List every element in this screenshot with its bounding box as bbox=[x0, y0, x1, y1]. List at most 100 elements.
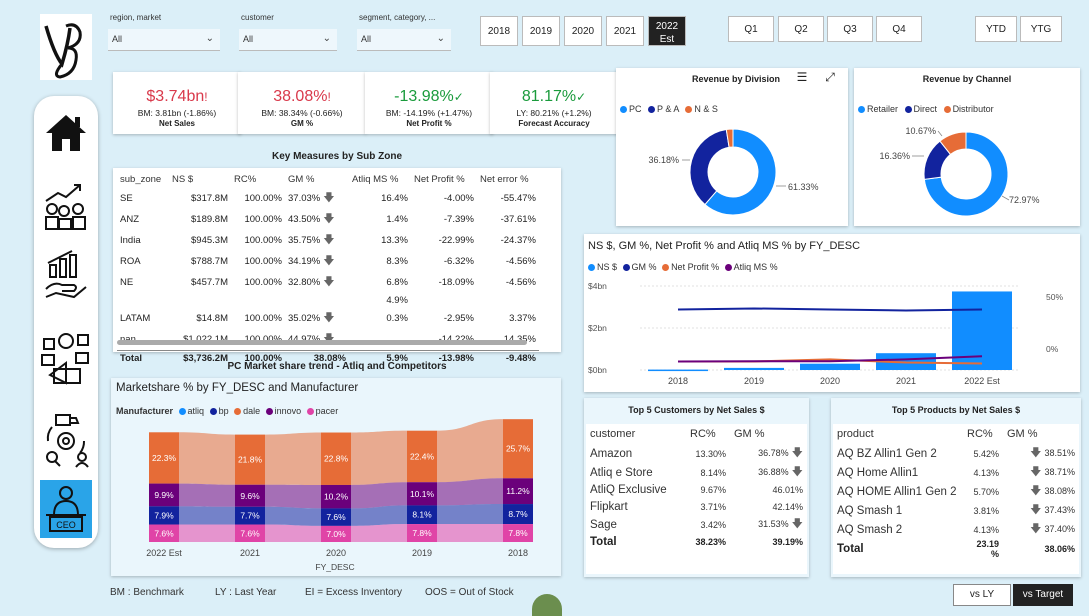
vs-ly-toggle[interactable]: vs LY bbox=[953, 584, 1011, 606]
ribbon-segment[interactable] bbox=[149, 506, 179, 525]
ribbon-segment[interactable] bbox=[503, 419, 533, 479]
ribbon-segment[interactable] bbox=[321, 508, 351, 526]
column-header[interactable]: sub_zone bbox=[120, 173, 162, 185]
ribbon-segment[interactable] bbox=[235, 434, 265, 485]
arrow-down-icon: 🡇 bbox=[320, 276, 335, 288]
ytd-button[interactable]: YTD bbox=[975, 16, 1017, 42]
donut-slice[interactable] bbox=[725, 128, 734, 148]
series-line[interactable] bbox=[677, 307, 983, 312]
ribbon-segment[interactable] bbox=[149, 524, 179, 542]
table-cell: nan bbox=[117, 329, 169, 351]
quarter-q3-button[interactable]: Q3 bbox=[827, 16, 873, 42]
focus-mode-icon[interactable]: ⤢ bbox=[825, 70, 835, 84]
table-cell: 100.00% bbox=[244, 256, 282, 267]
donut-slice[interactable] bbox=[704, 128, 777, 216]
nav-finance[interactable] bbox=[40, 178, 92, 236]
nav-home[interactable] bbox=[40, 104, 92, 162]
column-header[interactable]: Net error % bbox=[480, 173, 529, 185]
column-header[interactable]: RC% bbox=[967, 428, 993, 440]
table-cell: Amazon bbox=[586, 444, 686, 463]
year-2022-est-button[interactable]: 2022 Est bbox=[648, 16, 686, 46]
bar[interactable] bbox=[648, 369, 708, 372]
column-header[interactable]: RC% bbox=[690, 428, 716, 440]
nav-supply-chain[interactable] bbox=[40, 412, 92, 470]
table-row[interactable]: AQ Smash 2 4.13% 🡇 37.40% bbox=[833, 520, 1079, 539]
donut-slice[interactable] bbox=[923, 131, 1009, 217]
year-2019-button[interactable]: 2019 bbox=[522, 16, 560, 46]
quarter-q4-button[interactable]: Q4 bbox=[876, 16, 922, 42]
quarter-q1-button[interactable]: Q1 bbox=[728, 16, 774, 42]
column-header[interactable]: GM % bbox=[734, 428, 765, 440]
table-row[interactable]: AQ Home Allin1 4.13% 🡇 38.71% bbox=[833, 463, 1079, 482]
series-line[interactable] bbox=[677, 355, 983, 363]
table-row[interactable]: nan$1,022.1M100.00%44.97% 🡇 -14.22%14.35% bbox=[117, 329, 539, 351]
table-row[interactable]: 4.9% bbox=[117, 293, 539, 308]
table-row[interactable]: NE $457.7M 100.00% 32.80% 🡇 6.8% -18.09% -4.56… bbox=[117, 272, 539, 293]
table-cell: 1.4% bbox=[386, 214, 408, 225]
table-row[interactable]: LATAM $14.8M 100.00% 35.02% 🡇 0.3% -2.95% 3.37… bbox=[117, 308, 539, 329]
ytg-button[interactable]: YTG bbox=[1020, 16, 1062, 42]
ribbon-segment[interactable] bbox=[235, 484, 265, 507]
ribbon-segment[interactable] bbox=[407, 482, 437, 506]
legend-swatch bbox=[648, 106, 656, 114]
nav-marketing[interactable] bbox=[40, 328, 92, 386]
column-header[interactable]: GM % bbox=[288, 173, 315, 185]
column-header[interactable]: Atliq MS % bbox=[352, 173, 399, 185]
column-header[interactable]: Net Profit % bbox=[414, 173, 465, 185]
nav-sales-growth[interactable] bbox=[40, 246, 92, 304]
bar[interactable] bbox=[952, 291, 1012, 370]
vs-target-toggle[interactable]: vs Target bbox=[1013, 584, 1073, 606]
column-header[interactable]: GM % bbox=[1007, 428, 1038, 440]
ribbon-segment[interactable] bbox=[321, 432, 351, 485]
table-cell: Atliq e Store bbox=[586, 463, 686, 482]
column-header[interactable]: customer bbox=[590, 428, 636, 440]
donut-slice[interactable] bbox=[689, 128, 730, 206]
bar[interactable] bbox=[800, 363, 860, 370]
cell-text: AQ BZ Allin1 Gen 2 bbox=[837, 447, 937, 460]
table-row[interactable]: Atliq e Store 8.14% 36.88% 🡇 bbox=[586, 463, 807, 482]
column-header[interactable]: product bbox=[837, 428, 874, 440]
legend-label: bp bbox=[218, 406, 229, 416]
ribbon-segment[interactable] bbox=[503, 524, 533, 542]
ribbon-segment[interactable] bbox=[149, 483, 179, 507]
table-cell: -7.39% bbox=[443, 214, 474, 225]
table-row[interactable]: SE $317.8M 100.00% 37.03% 🡇 16.4% -4.00% -55.4… bbox=[117, 188, 539, 209]
year-2018-button[interactable]: 2018 bbox=[480, 16, 518, 46]
table-row[interactable]: Sage 3.42% 31.53% 🡇 bbox=[586, 515, 807, 534]
ribbon-segment[interactable] bbox=[149, 432, 179, 484]
slicer-customer-dropdown[interactable]: All ⌄ bbox=[239, 29, 337, 51]
ribbon-segment[interactable] bbox=[407, 524, 437, 542]
ribbon-segment[interactable] bbox=[503, 504, 533, 525]
table-row[interactable]: Amazon 13.30% 36.78% 🡇 bbox=[586, 444, 807, 463]
ribbon-segment[interactable] bbox=[321, 525, 351, 542]
year-2021-button[interactable]: 2021 bbox=[606, 16, 644, 46]
bar[interactable] bbox=[724, 367, 784, 370]
table-row[interactable]: ANZ $189.8M 100.00% 43.50% 🡇 1.4% -7.39% -37.6… bbox=[117, 209, 539, 230]
ribbon-segment[interactable] bbox=[321, 484, 351, 509]
ribbon-segment[interactable] bbox=[407, 430, 437, 483]
quarter-q2-button[interactable]: Q2 bbox=[778, 16, 824, 42]
table-row[interactable]: Flipkart 3.71% 42.14% bbox=[586, 499, 807, 516]
ribbon bbox=[437, 478, 503, 506]
nav-ceo[interactable]: CEO bbox=[40, 480, 92, 538]
slicer-segment-dropdown[interactable]: All ⌄ bbox=[357, 29, 451, 51]
ribbon-segment[interactable] bbox=[407, 505, 437, 525]
legend-label: Distributor bbox=[952, 104, 994, 114]
column-header[interactable]: NS $ bbox=[172, 173, 194, 185]
table-row[interactable]: AtliQ Exclusive 9.67% 46.01% bbox=[586, 482, 807, 499]
slicer-region-dropdown[interactable]: All ⌄ bbox=[108, 29, 220, 51]
horizontal-scrollbar[interactable] bbox=[117, 340, 527, 345]
ribbon-segment[interactable] bbox=[235, 506, 265, 525]
column-header[interactable]: RC% bbox=[234, 173, 257, 185]
table-row[interactable]: AQ Smash 1 3.81% 🡇 37.43% bbox=[833, 501, 1079, 520]
donut-slice[interactable] bbox=[939, 131, 967, 156]
filter-icon[interactable]: ☰ bbox=[796, 70, 808, 84]
table-row[interactable]: India $945.3M 100.00% 35.75% 🡇 13.3% -22.99% -… bbox=[117, 230, 539, 251]
table-row[interactable]: ROA $788.7M 100.00% 34.19% 🡇 8.3% -6.32% -4.56… bbox=[117, 251, 539, 272]
year-2020-button[interactable]: 2020 bbox=[564, 16, 602, 46]
table-row[interactable]: AQ BZ Allin1 Gen 2 5.42% 🡇 38.51% bbox=[833, 444, 1079, 463]
ribbon-segment[interactable] bbox=[503, 478, 533, 505]
table-row[interactable]: AQ HOME Allin1 Gen 2 5.70% 🡇 38.08% bbox=[833, 482, 1079, 501]
ribbon-segment[interactable] bbox=[235, 524, 265, 542]
chevron-down-icon: ⌄ bbox=[436, 33, 445, 44]
